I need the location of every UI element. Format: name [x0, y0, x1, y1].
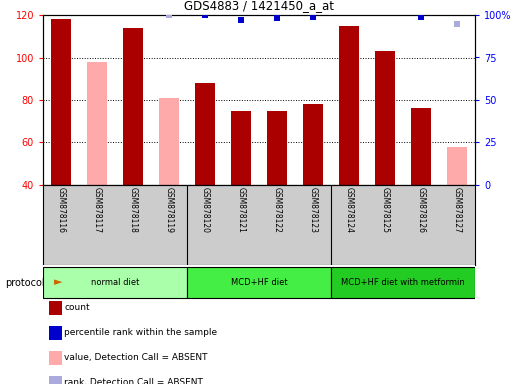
Bar [231, 111, 251, 185]
Text: MCD+HF diet with metformin: MCD+HF diet with metformin [341, 278, 465, 287]
Text: GSM878124: GSM878124 [345, 187, 353, 233]
Text: GSM878120: GSM878120 [201, 187, 209, 233]
Title: GDS4883 / 1421450_a_at: GDS4883 / 1421450_a_at [184, 0, 334, 12]
Bar [331, 267, 475, 298]
Point [309, 13, 317, 20]
Text: GSM878123: GSM878123 [308, 187, 318, 233]
Bar [87, 62, 107, 185]
Text: percentile rank within the sample: percentile rank within the sample [64, 328, 217, 337]
Bar [267, 111, 287, 185]
Bar [159, 98, 179, 185]
Text: GSM878125: GSM878125 [381, 187, 389, 233]
Text: GSM878126: GSM878126 [417, 187, 425, 233]
Point [417, 13, 425, 20]
Bar [187, 267, 331, 298]
Text: GSM878119: GSM878119 [165, 187, 173, 233]
Point [201, 12, 209, 18]
Bar [447, 147, 467, 185]
Bar [195, 83, 215, 185]
Bar [303, 104, 323, 185]
Text: MCD+HF diet: MCD+HF diet [231, 278, 287, 287]
Text: GSM878122: GSM878122 [272, 187, 282, 233]
Point [129, 5, 137, 11]
Text: GSM878121: GSM878121 [236, 187, 246, 233]
Point [237, 17, 245, 23]
Bar [123, 28, 143, 185]
Bar [339, 26, 359, 185]
Point [93, 8, 101, 15]
Point [453, 20, 461, 26]
Point [165, 12, 173, 18]
Text: count: count [64, 303, 90, 312]
Point [57, 7, 65, 13]
Bar [51, 19, 71, 185]
Text: rank, Detection Call = ABSENT: rank, Detection Call = ABSENT [64, 378, 203, 384]
Text: GSM878118: GSM878118 [128, 187, 137, 233]
Text: protocol: protocol [5, 278, 45, 288]
Point [273, 15, 281, 22]
Point [381, 7, 389, 13]
Point [345, 7, 353, 13]
Text: GSM878127: GSM878127 [452, 187, 462, 233]
Text: value, Detection Call = ABSENT: value, Detection Call = ABSENT [64, 353, 208, 362]
Text: normal diet: normal diet [91, 278, 139, 287]
Text: GSM878116: GSM878116 [56, 187, 66, 233]
Text: ►: ► [54, 278, 63, 288]
Bar [411, 109, 431, 185]
Text: GSM878117: GSM878117 [92, 187, 102, 233]
Bar [43, 267, 187, 298]
Bar [375, 51, 395, 185]
